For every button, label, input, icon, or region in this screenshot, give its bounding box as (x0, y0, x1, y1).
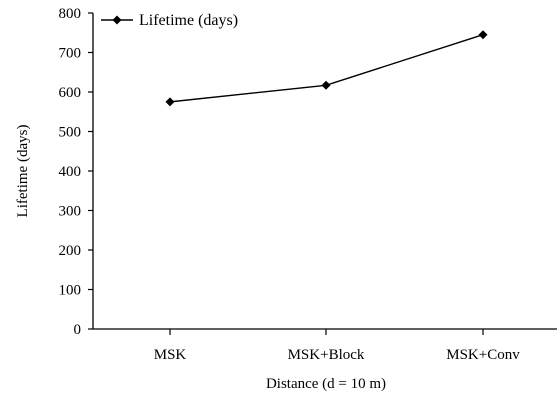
series-layer (165, 30, 488, 107)
y-tick-label: 0 (74, 322, 82, 338)
y-tick-label: 300 (59, 204, 82, 220)
legend: Lifetime (days) (101, 12, 238, 29)
y-axis: 0 100 200 300 400 500 600 700 800 (59, 6, 94, 338)
legend-label: Lifetime (days) (139, 12, 238, 29)
series-line (169, 34, 484, 103)
x-axis: MSK MSK+Block MSK+Conv (93, 328, 557, 363)
y-tick-label: 500 (59, 125, 82, 141)
y-tick-label: 200 (59, 243, 82, 259)
y-tick-label: 100 (59, 283, 82, 299)
y-tick-label: 800 (59, 6, 82, 22)
x-axis-title: Distance (d = 10 m) (266, 376, 386, 392)
x-tick-label: MSK+Conv (446, 347, 520, 363)
y-tick-label: 700 (59, 46, 82, 62)
data-point (321, 80, 331, 90)
y-tick-label: 600 (59, 85, 82, 101)
data-point (478, 30, 488, 40)
x-tick-label: MSK (154, 347, 187, 363)
x-tick-label: MSK+Block (288, 347, 365, 363)
legend-marker (112, 15, 122, 25)
y-axis-title: Lifetime (days) (15, 125, 31, 218)
data-point (165, 97, 175, 107)
y-tick-label: 400 (59, 164, 82, 180)
